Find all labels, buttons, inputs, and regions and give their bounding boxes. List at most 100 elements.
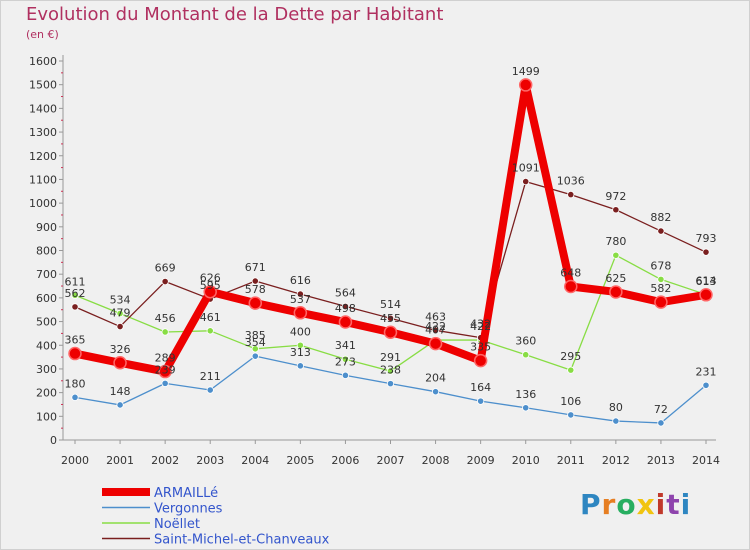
data-label: 136 [515, 388, 536, 401]
data-label: 354 [245, 336, 266, 349]
x-tick-label: 2004 [241, 454, 269, 467]
y-tick-label: 1400 [29, 102, 57, 115]
data-point [161, 277, 169, 286]
y-tick-label: 400 [36, 339, 57, 352]
brand-letter: r [601, 488, 617, 521]
data-point [116, 401, 124, 409]
data-label: 289 [155, 352, 176, 365]
data-point [116, 309, 124, 318]
data-label: 365 [65, 334, 86, 347]
data-point [612, 417, 620, 425]
brand-letter: i [680, 488, 692, 521]
data-point [386, 380, 395, 388]
x-tick-label: 2010 [512, 454, 540, 467]
data-point [161, 328, 169, 336]
data-label: 72 [654, 403, 668, 416]
data-label: 455 [380, 312, 401, 325]
data-point [567, 411, 575, 419]
data-label: 204 [425, 372, 446, 385]
data-point [113, 356, 127, 370]
y-tick-label: 300 [36, 363, 57, 376]
data-label: 595 [200, 279, 221, 292]
x-tick-label: 2000 [61, 454, 89, 467]
data-point [116, 322, 124, 331]
data-point [296, 290, 304, 298]
data-label: 669 [155, 262, 176, 275]
data-point [71, 393, 79, 401]
y-tick-label: 200 [36, 387, 57, 400]
data-point [386, 367, 395, 375]
proxiti-logo: Proxiti [580, 488, 691, 521]
data-label: 671 [245, 261, 266, 274]
data-label: 432 [470, 318, 491, 331]
data-label: 148 [110, 385, 131, 398]
data-label: 313 [290, 346, 311, 359]
y-tick-label: 1600 [29, 55, 57, 68]
data-label: 1036 [557, 175, 585, 188]
y-tick-label: 1500 [29, 79, 57, 92]
data-label: 295 [560, 350, 581, 363]
data-point [431, 388, 440, 396]
data-label: 1091 [512, 162, 540, 175]
data-label: 1499 [512, 65, 540, 78]
x-tick-label: 2002 [151, 454, 179, 467]
data-label: 291 [380, 351, 401, 364]
data-label: 498 [335, 302, 356, 315]
data-point [248, 296, 263, 310]
data-label: 611 [65, 275, 86, 288]
data-point [71, 291, 79, 299]
data-point [158, 364, 172, 379]
data-point [699, 288, 713, 302]
data-point [251, 345, 259, 353]
data-label: 461 [200, 311, 221, 324]
data-point [296, 362, 304, 370]
data-point [522, 177, 530, 186]
data-point [657, 419, 665, 427]
legend-label: Vergonnes [154, 502, 223, 517]
data-label: 385 [245, 329, 266, 342]
data-point [567, 190, 575, 199]
data-label: 564 [335, 286, 356, 299]
x-tick-label: 2008 [422, 454, 450, 467]
data-label: 613 [696, 275, 717, 288]
data-point [206, 327, 214, 335]
data-label: 273 [335, 355, 356, 368]
data-point [428, 336, 443, 351]
data-point [431, 326, 440, 334]
data-point [477, 397, 485, 405]
data-point [612, 206, 620, 214]
data-label: 479 [110, 307, 131, 320]
data-point [338, 315, 353, 329]
data-label: 456 [155, 312, 176, 325]
data-point [564, 279, 578, 294]
legend-label: Noëllet [154, 517, 200, 532]
data-label: 562 [65, 287, 86, 300]
data-label: 231 [696, 365, 717, 378]
x-tick-label: 2011 [557, 454, 585, 467]
x-tick-label: 2014 [692, 454, 720, 467]
data-point [522, 404, 530, 412]
data-point [341, 371, 350, 379]
data-label: 578 [245, 283, 266, 296]
brand-letter: o [616, 488, 637, 521]
brand-text: Proxiti [580, 488, 691, 521]
data-point [612, 251, 620, 259]
data-label: 180 [65, 377, 86, 390]
data-point [609, 285, 623, 299]
y-tick-label: 800 [36, 245, 57, 258]
brand-letter: i [655, 488, 667, 521]
data-label: 335 [470, 341, 491, 354]
y-tick-label: 1200 [29, 150, 57, 163]
data-point [657, 227, 665, 235]
chart-subtitle: (en €) [26, 28, 59, 41]
data-label: 463 [425, 310, 446, 323]
data-point [386, 314, 395, 322]
data-label: 238 [380, 364, 401, 377]
data-label: 534 [110, 294, 131, 307]
brand-letter: x [636, 488, 656, 521]
x-tick-label: 2009 [467, 454, 495, 467]
data-label: 407 [425, 324, 446, 337]
data-point [68, 346, 82, 361]
data-label: 341 [335, 339, 356, 352]
data-label: 400 [290, 325, 311, 338]
